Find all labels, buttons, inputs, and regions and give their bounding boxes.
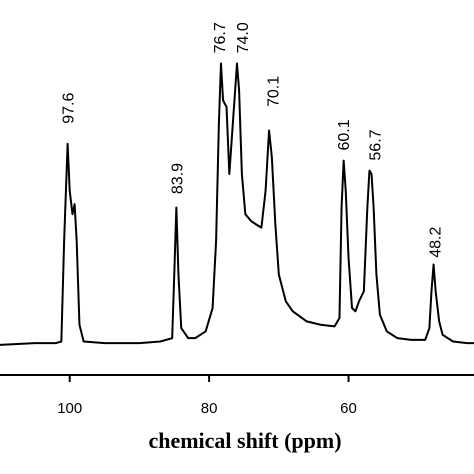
peak-label: 70.1 <box>266 76 283 107</box>
spectrum-line <box>0 62 474 346</box>
peak-label: 76.7 <box>212 22 229 53</box>
peak-label: 48.2 <box>427 227 444 258</box>
peak-label: 74.0 <box>235 22 252 53</box>
peak-label: 97.6 <box>61 93 78 124</box>
peak-label: 56.7 <box>367 129 384 160</box>
peak-label: 60.1 <box>336 119 353 150</box>
peak-label: 83.9 <box>169 163 186 194</box>
x-tick-label: 100 <box>57 400 82 417</box>
x-tick-label: 60 <box>340 400 357 417</box>
x-axis-label: chemical shift (ppm) <box>148 428 341 453</box>
x-tick-label: 80 <box>201 400 218 417</box>
